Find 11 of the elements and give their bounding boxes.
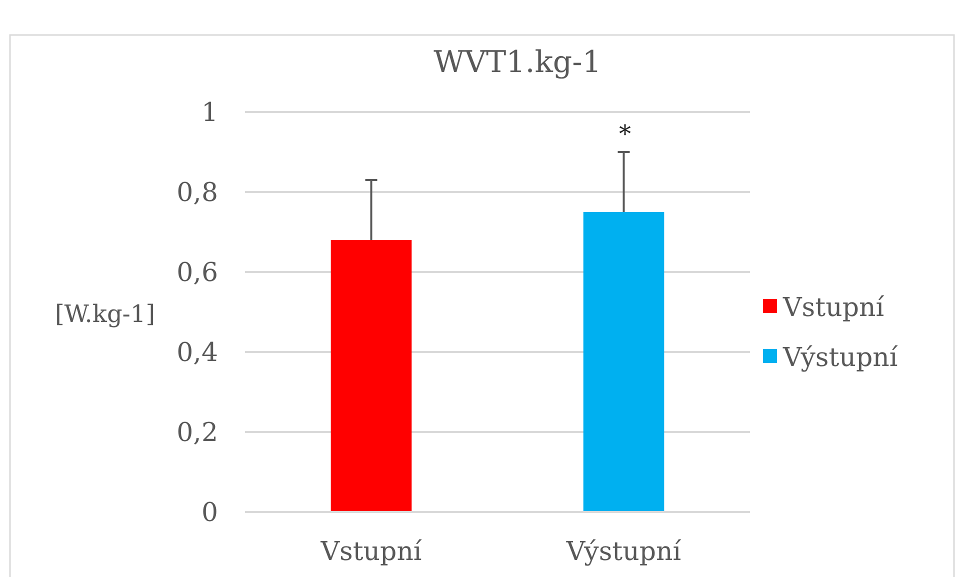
chart-title: WVT1.kg-1 bbox=[434, 45, 602, 80]
y-tick-label: 0,4 bbox=[176, 338, 218, 368]
y-tick-label: 0 bbox=[201, 498, 218, 528]
legend-label: Vstupní bbox=[782, 293, 885, 324]
y-tick-label: 1 bbox=[201, 98, 218, 128]
legend-label: Výstupní bbox=[782, 343, 898, 374]
y-tick-label: 0,6 bbox=[176, 258, 218, 288]
y-axis-title: [W.kg-1] bbox=[54, 300, 156, 328]
y-tick-label: 0,2 bbox=[176, 418, 218, 448]
y-tick-label: 0,8 bbox=[176, 178, 218, 208]
annotation: * bbox=[619, 120, 631, 148]
